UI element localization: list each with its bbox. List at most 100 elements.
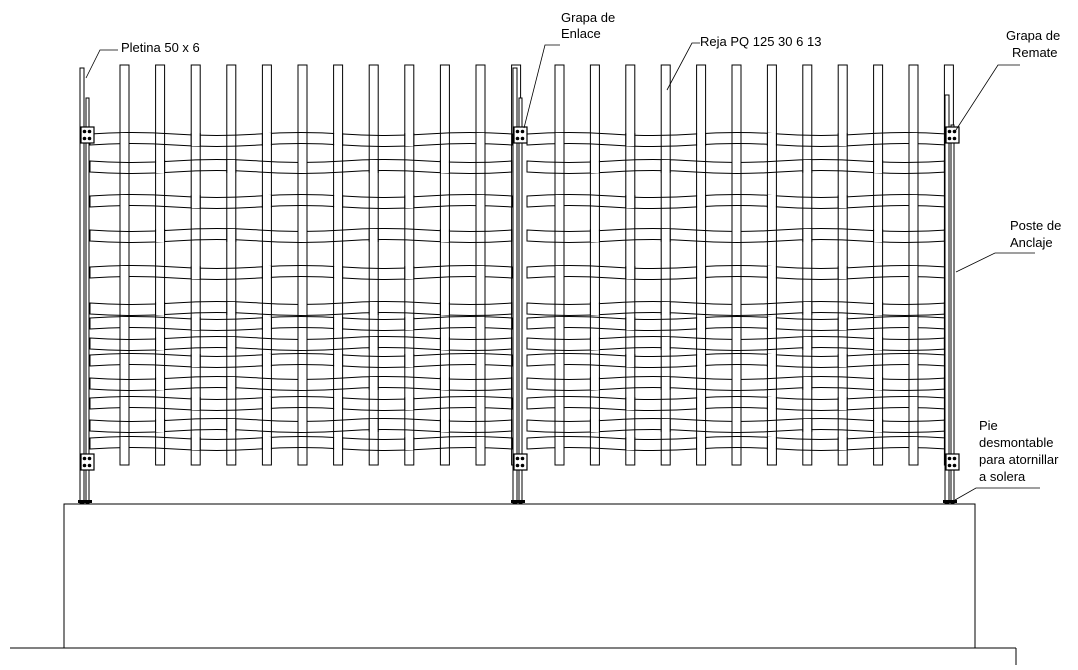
weave-crossing bbox=[909, 133, 918, 146]
weave-crossing bbox=[227, 337, 236, 350]
clamp-bolt bbox=[82, 456, 87, 461]
vertical-bar bbox=[766, 64, 777, 466]
weave-crossing bbox=[120, 437, 129, 450]
weave-strip bbox=[89, 194, 513, 209]
weave-crossing bbox=[156, 302, 165, 315]
weave-crossing bbox=[440, 229, 449, 242]
clamp bbox=[80, 453, 95, 471]
weave-crossing bbox=[476, 195, 485, 208]
weave-crossing bbox=[874, 302, 883, 315]
weave-crossing bbox=[369, 377, 378, 390]
weave-crossing bbox=[697, 266, 706, 279]
vertical-bar bbox=[368, 64, 379, 466]
weave-crossing bbox=[191, 437, 200, 450]
weave-strip bbox=[89, 353, 513, 368]
clamp-bolt bbox=[82, 136, 87, 141]
weave-strip bbox=[89, 396, 513, 411]
clamp-bolt bbox=[515, 456, 520, 461]
clamp-bolt bbox=[520, 136, 525, 141]
weave-crossing bbox=[661, 302, 670, 315]
weave-crossing bbox=[626, 133, 635, 146]
weave-crossing bbox=[555, 133, 564, 146]
weave-crossing bbox=[590, 419, 599, 432]
weave-crossing bbox=[590, 302, 599, 315]
weave-crossing bbox=[405, 195, 414, 208]
vertical-bar bbox=[802, 64, 813, 466]
vertical-bar bbox=[660, 64, 671, 466]
weave-crossing bbox=[334, 266, 343, 279]
weave-crossing bbox=[874, 160, 883, 173]
clamp-bolt bbox=[87, 456, 92, 461]
weave-crossing bbox=[803, 419, 812, 432]
leader-pie bbox=[954, 487, 1040, 501]
weave-crossing bbox=[405, 354, 414, 367]
clamp-bolt bbox=[947, 456, 952, 461]
weave-crossing bbox=[440, 160, 449, 173]
leader-grapa-remate bbox=[953, 64, 1020, 134]
weave-crossing bbox=[697, 397, 706, 410]
weave-crossing bbox=[227, 419, 236, 432]
vertical-bar bbox=[439, 64, 450, 466]
weave-crossing bbox=[626, 354, 635, 367]
weave-strip bbox=[89, 132, 513, 147]
weave-crossing bbox=[440, 419, 449, 432]
foot-plate bbox=[943, 500, 957, 503]
weave-crossing bbox=[767, 437, 776, 450]
weave-crossing bbox=[874, 229, 883, 242]
weave-crossing bbox=[590, 160, 599, 173]
weave-crossing bbox=[732, 160, 741, 173]
weave-crossing bbox=[262, 354, 271, 367]
weave-crossing bbox=[909, 397, 918, 410]
weave-crossing bbox=[191, 195, 200, 208]
weave-crossing bbox=[191, 397, 200, 410]
weave-crossing bbox=[334, 354, 343, 367]
weave-crossing bbox=[838, 397, 847, 410]
weave-crossing bbox=[909, 354, 918, 367]
vertical-bar bbox=[226, 64, 237, 466]
weave-crossing bbox=[262, 133, 271, 146]
label-pie-line3: para atornillar bbox=[979, 452, 1059, 467]
weave-strip bbox=[89, 316, 513, 331]
weave-crossing bbox=[732, 419, 741, 432]
weave-crossing bbox=[120, 354, 129, 367]
leader-grapa-enlace bbox=[523, 44, 560, 129]
weave-crossing bbox=[803, 377, 812, 390]
leader-pletina bbox=[85, 49, 118, 79]
weave-crossing bbox=[298, 419, 307, 432]
weave-crossing bbox=[191, 354, 200, 367]
weave-crossing bbox=[298, 302, 307, 315]
weave-crossing bbox=[405, 266, 414, 279]
weave-crossing bbox=[909, 266, 918, 279]
weave-crossing bbox=[767, 133, 776, 146]
vertical-bar bbox=[297, 64, 308, 466]
weave-crossing bbox=[476, 397, 485, 410]
weave-crossing bbox=[440, 377, 449, 390]
foot-plate bbox=[511, 500, 525, 503]
weave-crossing bbox=[874, 337, 883, 350]
weave-crossing bbox=[262, 437, 271, 450]
weave-crossing bbox=[626, 317, 635, 330]
label-poste-line2: Anclaje bbox=[1010, 235, 1053, 250]
weave-crossing bbox=[440, 337, 449, 350]
weave-crossing bbox=[120, 266, 129, 279]
weave-crossing bbox=[909, 437, 918, 450]
weave-crossing bbox=[227, 302, 236, 315]
vertical-bar bbox=[475, 64, 486, 466]
weave-crossing bbox=[874, 419, 883, 432]
weave-crossing bbox=[732, 229, 741, 242]
weave-crossing bbox=[555, 195, 564, 208]
label-grapa-remate-line1: Grapa de bbox=[1006, 28, 1061, 43]
weave-crossing bbox=[120, 397, 129, 410]
fence-panel-right bbox=[526, 64, 954, 466]
weave-crossing bbox=[227, 229, 236, 242]
weave-crossing bbox=[590, 337, 599, 350]
label-grapa-enlace-line1: Grapa de bbox=[561, 10, 616, 25]
clamp-bolt bbox=[82, 129, 87, 134]
clamp-bolt bbox=[82, 463, 87, 468]
vertical-bar bbox=[589, 64, 600, 466]
weave-crossing bbox=[838, 195, 847, 208]
vertical-bar bbox=[696, 64, 707, 466]
weave-crossing bbox=[369, 337, 378, 350]
